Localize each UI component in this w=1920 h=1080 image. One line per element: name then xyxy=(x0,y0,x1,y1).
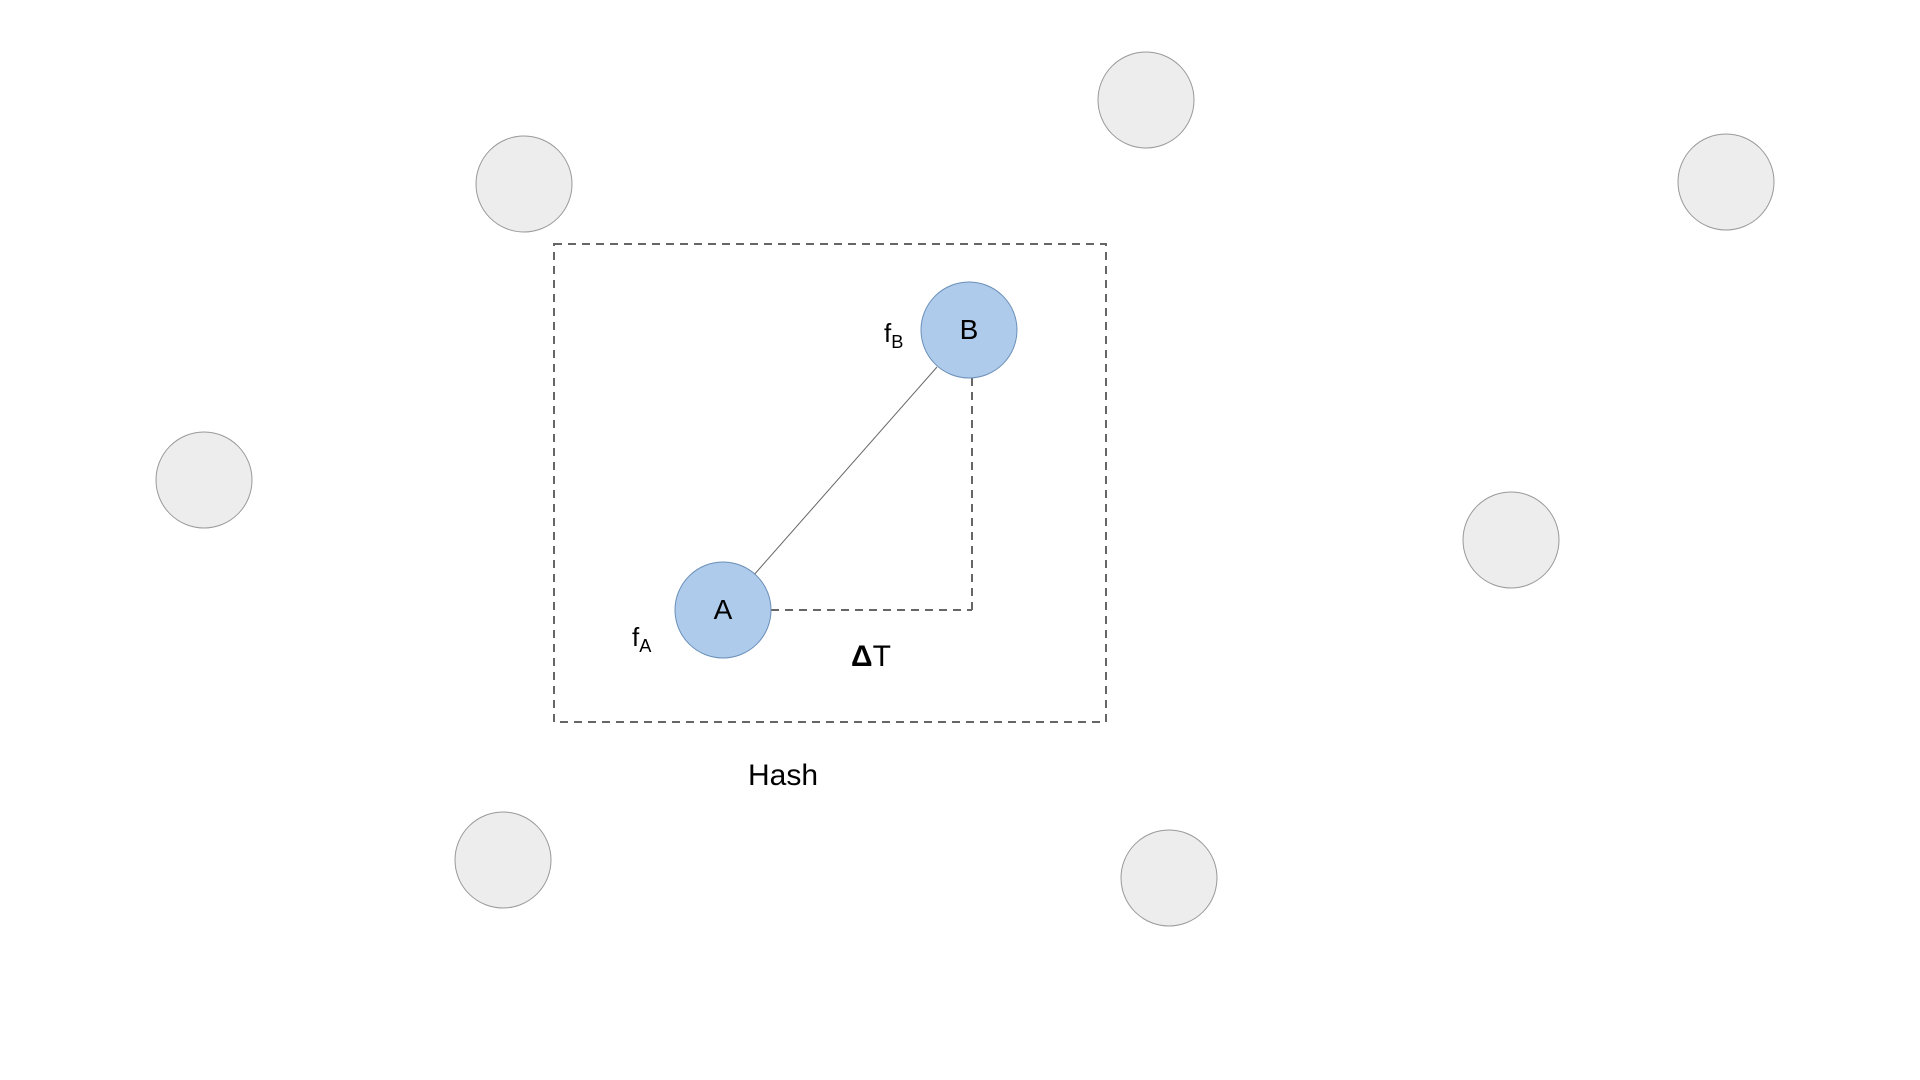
delta-t-text: T xyxy=(873,640,891,673)
background-node xyxy=(1098,52,1194,148)
delta-symbol: Δ xyxy=(851,640,873,673)
edge-a-b xyxy=(753,367,937,576)
background-node xyxy=(1121,830,1217,926)
hash-diagram: Hash ΔT A B fA fB xyxy=(0,0,1920,1080)
background-node xyxy=(455,812,551,908)
background-node xyxy=(1463,492,1559,588)
fb-sub: B xyxy=(891,332,903,352)
node-a-label: A xyxy=(714,594,733,626)
delta-t-label: ΔT xyxy=(851,640,891,674)
hash-label: Hash xyxy=(748,759,818,793)
fa-sub: A xyxy=(639,636,651,656)
background-node xyxy=(156,432,252,528)
diagram-svg xyxy=(0,0,1920,1080)
background-node xyxy=(1678,134,1774,230)
node-b-annotation: fB xyxy=(884,318,903,353)
node-b-label: B xyxy=(960,314,979,346)
background-node xyxy=(476,136,572,232)
node-a-annotation: fA xyxy=(632,622,651,657)
background-nodes-group xyxy=(156,52,1774,926)
